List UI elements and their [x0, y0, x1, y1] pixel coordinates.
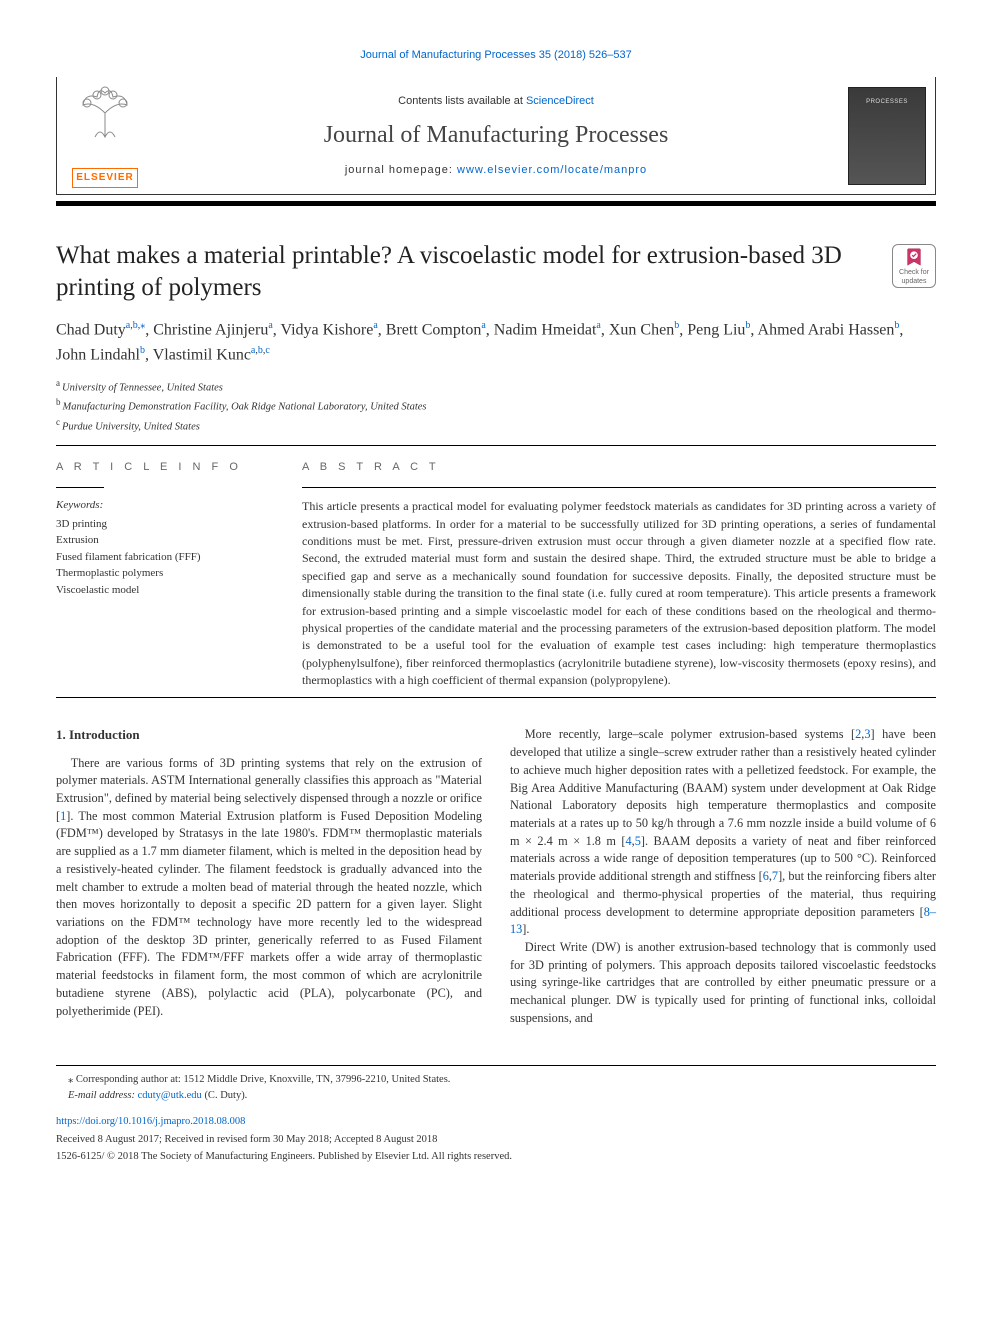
keywords-list: 3D printing Extrusion Fused filament fab… [56, 516, 266, 599]
affiliation-b: bManufacturing Demonstration Facility, O… [56, 396, 936, 415]
doi-link[interactable]: https://doi.org/10.1016/j.jmapro.2018.08… [56, 1116, 245, 1127]
journal-cover-thumb [848, 87, 926, 185]
article-title: What makes a material printable? A visco… [56, 240, 878, 304]
homepage-link[interactable]: www.elsevier.com/locate/manpro [457, 164, 647, 176]
abstract-text: This article presents a practical model … [302, 498, 936, 689]
article-info-head: A R T I C L E I N F O [56, 460, 266, 475]
keywords-label: Keywords: [56, 498, 266, 513]
received-line: Received 8 August 2017; Received in revi… [56, 1132, 936, 1148]
section-1-heading: 1. Introduction [56, 726, 482, 744]
body-two-column: 1. Introduction There are various forms … [56, 726, 936, 1027]
header-thick-rule [56, 201, 936, 206]
rule-above-abstract [56, 445, 936, 446]
keyword: 3D printing [56, 516, 266, 533]
email-label: E-mail address: [68, 1090, 138, 1101]
abstract-head: A B S T R A C T [302, 460, 936, 475]
bookmark-check-icon [903, 246, 925, 268]
keyword: Thermoplastic polymers [56, 565, 266, 582]
badge-line2: updates [902, 277, 927, 287]
doi-line: https://doi.org/10.1016/j.jmapro.2018.08… [56, 1114, 936, 1130]
intro-para-2: More recently, large–scale polymer extru… [510, 726, 936, 938]
journal-homepage-line: journal homepage: www.elsevier.com/locat… [345, 163, 647, 178]
elsevier-tree-icon [73, 83, 137, 139]
journal-header: ELSEVIER Contents lists available at Sci… [56, 77, 936, 195]
affiliations: aUniversity of Tennessee, United States … [56, 377, 936, 435]
journal-citation: Journal of Manufacturing Processes 35 (2… [56, 48, 936, 63]
contents-available-line: Contents lists available at ScienceDirec… [398, 94, 594, 109]
badge-line1: Check for [899, 268, 929, 278]
citation-link[interactable]: Journal of Manufacturing Processes 35 (2… [360, 49, 632, 61]
abstract-rule [302, 487, 936, 488]
sciencedirect-link[interactable]: ScienceDirect [526, 95, 594, 107]
authors-line: Chad Dutya,b,⁎, Christine Ajinjerua, Vid… [56, 318, 936, 367]
contents-prefix: Contents lists available at [398, 95, 526, 107]
keyword: Viscoelastic model [56, 582, 266, 599]
journal-name: Journal of Manufacturing Processes [324, 119, 669, 153]
publisher-logo-block: ELSEVIER [57, 77, 153, 194]
keyword: Extrusion [56, 532, 266, 549]
article-info-column: A R T I C L E I N F O Keywords: 3D print… [56, 460, 266, 690]
email-link[interactable]: cduty@utk.edu [138, 1090, 202, 1101]
affiliation-c: cPurdue University, United States [56, 416, 936, 435]
rule-below-abstract [56, 697, 936, 698]
cover-thumb-block [839, 77, 935, 194]
info-short-rule [56, 487, 104, 488]
check-updates-badge[interactable]: Check for updates [892, 244, 936, 288]
homepage-prefix: journal homepage: [345, 164, 457, 176]
copyright-line: 1526-6125/ © 2018 The Society of Manufac… [56, 1149, 936, 1165]
email-line: E-mail address: cduty@utk.edu (C. Duty). [68, 1088, 936, 1104]
keyword: Fused filament fabrication (FFF) [56, 549, 266, 566]
corresponding-author-note: ⁎ Corresponding author at: 1512 Middle D… [68, 1072, 936, 1088]
email-tail: (C. Duty). [202, 1090, 248, 1101]
publisher-wordmark: ELSEVIER [72, 168, 137, 188]
abstract-column: A B S T R A C T This article presents a … [302, 460, 936, 690]
intro-para-1: There are various forms of 3D printing s… [56, 755, 482, 1021]
affiliation-a: aUniversity of Tennessee, United States [56, 377, 936, 396]
footnotes: ⁎ Corresponding author at: 1512 Middle D… [56, 1065, 936, 1165]
header-center: Contents lists available at ScienceDirec… [153, 77, 839, 194]
intro-para-3: Direct Write (DW) is another extrusion-b… [510, 939, 936, 1028]
